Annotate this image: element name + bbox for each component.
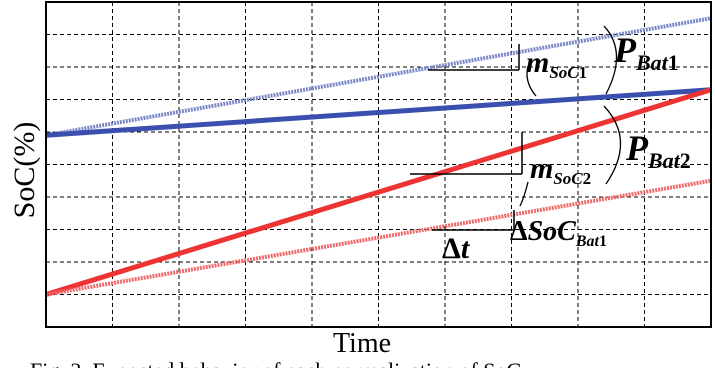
series-line-4 xyxy=(45,178,712,297)
delta-t-label: Δt xyxy=(442,232,471,265)
annotation-marks xyxy=(410,25,622,231)
m-soc1-label: mSoC1 xyxy=(526,46,587,82)
m-soc1-sub: SoC xyxy=(549,63,579,82)
p-bat1-main: P xyxy=(613,30,637,70)
series-line-3 xyxy=(45,87,712,297)
m-soc1-leader xyxy=(526,65,537,97)
p-bat1-arc xyxy=(603,25,618,95)
p-bat2-main: P xyxy=(625,128,649,168)
delta-t-delta: Δ xyxy=(442,232,461,265)
grid xyxy=(46,2,711,327)
m-soc2-sub: SoC xyxy=(553,169,583,188)
delta-soc-num: 1 xyxy=(599,233,607,250)
m-soc2-label: mSoC2 xyxy=(530,152,591,188)
series-line-1 xyxy=(45,16,712,138)
m-soc2-leader xyxy=(519,181,529,207)
delta-soc-main: SoC xyxy=(528,216,577,247)
series-line-2 xyxy=(45,87,712,138)
m-soc1-num: 1 xyxy=(579,63,588,82)
delta-soc-bat1-label: ΔSoCBat1 xyxy=(510,216,607,250)
delta-soc-sub: Bat xyxy=(575,233,600,250)
m-soc2-num: 2 xyxy=(583,169,592,188)
p-bat2-sub: Bat xyxy=(647,148,681,173)
m-soc2-main: m xyxy=(530,152,553,185)
delta-soc-delta: Δ xyxy=(510,216,528,247)
series-layer xyxy=(45,16,712,297)
y-axis-label: SoC(%) xyxy=(8,122,41,219)
p-bat2-label: PBat2 xyxy=(625,128,691,173)
p-bat2-arc xyxy=(603,105,622,185)
x-axis-label: Time xyxy=(333,328,391,359)
p-bat2-num: 2 xyxy=(680,148,691,173)
p-bat1-sub: Bat xyxy=(635,50,669,75)
m-soc1-main: m xyxy=(526,46,549,79)
delta-t-main: t xyxy=(461,232,471,265)
p-bat1-label: PBat1 xyxy=(613,30,679,75)
figure-caption: Fig. 3. Expected behavior of each normal… xyxy=(30,358,527,368)
plot-frame xyxy=(45,1,712,328)
p-bat1-num: 1 xyxy=(668,50,679,75)
